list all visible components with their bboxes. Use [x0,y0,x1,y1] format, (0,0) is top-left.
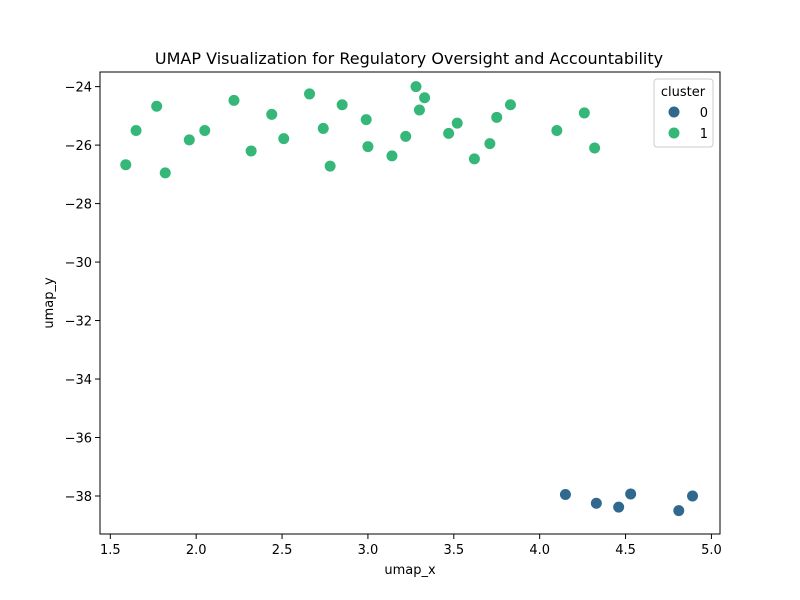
data-point-cluster-1 [483,137,497,151]
data-point-cluster-1 [158,166,172,180]
data-point-cluster-0 [589,496,603,510]
y-tick-label: −34 [65,373,92,388]
data-point-cluster-0 [624,487,638,501]
data-point-cluster-1 [182,133,196,147]
data-point-cluster-1 [198,123,212,137]
x-tick-label: 1.5 [100,543,121,558]
data-point-cluster-1 [490,110,504,124]
x-tick-label: 3.5 [443,543,464,558]
y-axis-label: umap_y [42,277,57,329]
x-tick-label: 4.0 [529,543,550,558]
legend-marker-1 [667,126,681,140]
data-point-cluster-1 [550,123,564,137]
data-point-cluster-1 [399,129,413,143]
data-point-cluster-1 [409,80,423,94]
data-point-cluster-1 [227,93,241,107]
y-tick-label: −26 [65,139,92,154]
y-tick-label: −38 [65,490,92,505]
data-point-cluster-0 [558,488,572,502]
plot-area [119,80,700,518]
data-point-cluster-1 [467,152,481,166]
x-axis-ticks: 1.5 2.0 2.5 3.0 3.5 4.0 4.5 5.0 [100,534,722,558]
plot-frame [99,71,721,535]
data-point-cluster-0 [686,489,700,503]
data-point-cluster-1 [119,158,133,172]
data-point-cluster-1 [442,126,456,140]
x-axis-label: umap_x [384,563,436,578]
data-point-cluster-1 [265,107,279,121]
legend-label-1: 1 [700,127,708,142]
y-tick-label: −36 [65,432,92,447]
data-point-cluster-0 [672,504,686,518]
x-tick-label: 3.0 [358,543,379,558]
legend: cluster 01 [653,78,714,148]
y-tick-label: −24 [65,81,92,96]
data-point-cluster-1 [588,141,602,155]
legend-items: 01 [667,105,708,142]
legend-marker-0 [667,105,681,119]
x-tick-label: 5.0 [701,543,722,558]
data-point-cluster-1 [277,132,291,146]
data-point-cluster-1 [323,159,337,173]
legend-label-0: 0 [700,106,708,121]
data-point-cluster-0 [612,500,626,514]
data-point-cluster-1 [412,103,426,117]
x-tick-label: 2.0 [186,543,207,558]
data-point-cluster-1 [129,123,143,137]
data-point-cluster-1 [150,99,164,113]
legend-title: cluster [661,85,706,100]
data-point-cluster-1 [303,87,317,101]
data-point-cluster-1 [450,116,464,130]
data-point-cluster-1 [244,144,258,158]
data-point-cluster-1 [418,91,432,105]
y-tick-label: −32 [65,315,92,330]
data-point-cluster-1 [503,98,517,112]
y-tick-label: −30 [65,256,92,271]
data-point-cluster-1 [361,140,375,154]
chart-title: UMAP Visualization for Regulatory Oversi… [155,49,663,68]
data-point-cluster-1 [577,106,591,120]
x-tick-label: 4.5 [615,543,636,558]
data-point-cluster-1 [335,98,349,112]
y-tick-label: −28 [65,198,92,213]
data-point-cluster-1 [316,121,330,135]
data-point-cluster-1 [385,149,399,163]
data-point-cluster-1 [359,113,373,127]
x-tick-label: 2.5 [272,543,293,558]
y-axis-ticks: −24 −26 −28 −30 −32 −34 −36 −38 [65,81,100,505]
